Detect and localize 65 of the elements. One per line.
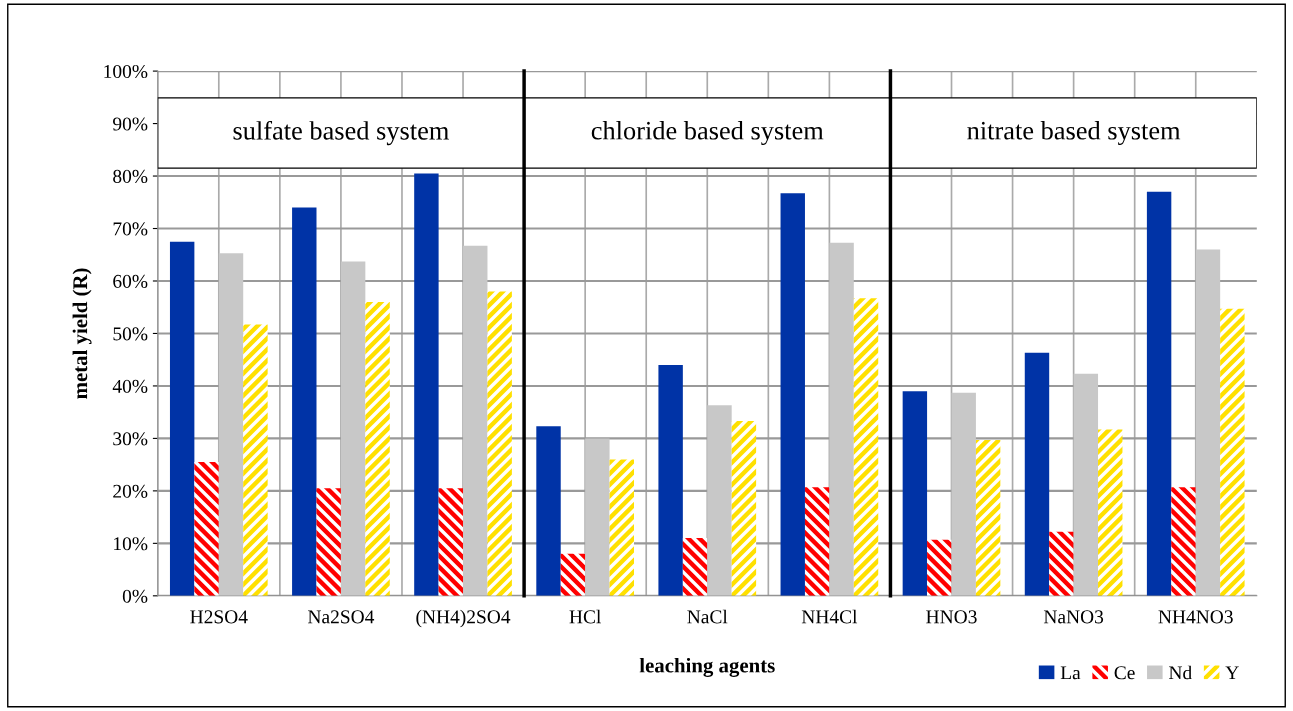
bar bbox=[1098, 429, 1123, 596]
band-label: chloride based system bbox=[591, 121, 824, 146]
bar bbox=[780, 193, 805, 596]
bar bbox=[169, 241, 195, 596]
bar bbox=[560, 553, 586, 596]
bar bbox=[609, 459, 634, 596]
bar bbox=[463, 245, 488, 596]
legend-label: Nd bbox=[1168, 665, 1192, 680]
bar bbox=[975, 439, 1001, 596]
y-tick-label: 50% bbox=[113, 327, 148, 341]
bar bbox=[243, 324, 268, 596]
bar bbox=[1024, 352, 1050, 596]
bar bbox=[536, 426, 561, 596]
y-tick-label: 90% bbox=[113, 117, 148, 131]
bar bbox=[340, 261, 366, 596]
bar bbox=[951, 392, 976, 596]
x-tick-label: (NH4)2SO4 bbox=[416, 609, 511, 628]
bar bbox=[194, 462, 219, 596]
bar bbox=[804, 487, 830, 596]
bar bbox=[853, 298, 879, 596]
y-tick-label: 20% bbox=[113, 484, 148, 498]
legend-label: Y bbox=[1225, 666, 1239, 680]
y-axis-title: metal yield (R) bbox=[72, 268, 92, 399]
x-tick-label: NH4Cl bbox=[801, 609, 858, 624]
x-tick-label: Na2SO4 bbox=[307, 610, 375, 624]
y-tick-label: 70% bbox=[113, 222, 148, 236]
bar bbox=[438, 488, 464, 596]
bar bbox=[707, 405, 732, 596]
bar bbox=[218, 253, 244, 596]
bar bbox=[829, 242, 854, 596]
bar bbox=[365, 301, 390, 596]
x-tick-label: NH4NO3 bbox=[1158, 610, 1233, 624]
x-tick-label: NaCl bbox=[687, 609, 728, 624]
y-tick-label: 80% bbox=[113, 169, 148, 184]
bar bbox=[1049, 531, 1074, 596]
y-tick-label: 10% bbox=[114, 537, 148, 551]
bar bbox=[927, 539, 952, 596]
x-tick-label: HNO3 bbox=[926, 610, 977, 624]
bar bbox=[658, 364, 683, 596]
y-tick-label: 40% bbox=[112, 379, 148, 393]
legend-label: Ce bbox=[1114, 666, 1135, 680]
y-tick-label: 100% bbox=[104, 64, 148, 79]
bar bbox=[1146, 191, 1172, 596]
legend-label: La bbox=[1060, 666, 1081, 680]
bar bbox=[292, 207, 317, 596]
bar bbox=[1171, 487, 1196, 596]
bar bbox=[1073, 373, 1099, 596]
x-tick-label: HCl bbox=[569, 609, 601, 624]
y-tick-label: 0% bbox=[122, 589, 148, 603]
y-tick-label: 30% bbox=[113, 432, 148, 446]
bar bbox=[1220, 308, 1245, 596]
bar bbox=[585, 438, 610, 596]
bar bbox=[316, 488, 341, 596]
bar bbox=[682, 538, 708, 596]
y-tick-label: 60% bbox=[113, 274, 148, 288]
band-label: nitrate based system bbox=[967, 121, 1181, 146]
bar bbox=[731, 421, 757, 596]
bar bbox=[414, 173, 439, 596]
band-label: sulfate based system bbox=[233, 120, 449, 146]
x-axis-title: leaching agents bbox=[639, 657, 775, 677]
bar bbox=[902, 391, 928, 596]
x-tick-label: NaNO3 bbox=[1043, 610, 1104, 624]
bar bbox=[1195, 249, 1221, 596]
bar bbox=[487, 291, 512, 596]
x-tick-label: H2SO4 bbox=[190, 610, 248, 624]
